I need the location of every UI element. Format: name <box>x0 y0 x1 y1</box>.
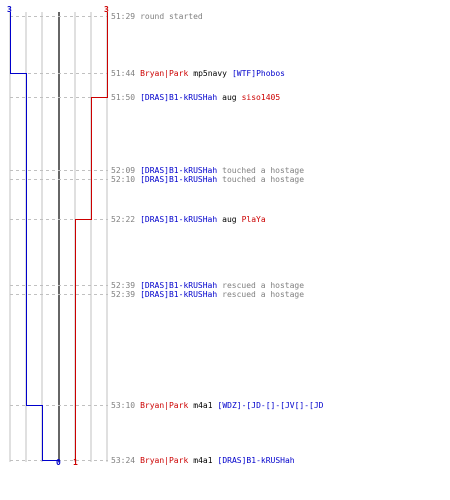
event-time: 53:24 <box>111 456 136 465</box>
event-actor: Bryan|Park <box>140 401 189 410</box>
t-start-count: 3 <box>104 5 109 14</box>
event-victim: [DRAS]B1-kRUSHah <box>217 456 295 465</box>
event-row: 53:10 Bryan|Park m4a1 [WDZ]-[JD-[]-[JV[]-[J… <box>111 400 324 411</box>
event-row: 51:50 [DRAS]B1-kRUSHah aug siso1405 <box>111 92 280 103</box>
event-row: 52:10 [DRAS]B1-kRUSHah touched a hostage <box>111 174 304 185</box>
event-actor: [DRAS]B1-kRUSHah <box>140 93 218 102</box>
event-row: 52:22 [DRAS]B1-kRUSHah aug PlaYa <box>111 214 266 225</box>
event-action: rescued a hostage <box>222 290 305 299</box>
event-victim: siso1405 <box>241 93 281 102</box>
event-victim: [WDZ]-[JD-[]-[JV[]-[JD <box>217 401 324 410</box>
event-time: 53:10 <box>111 401 136 410</box>
event-time: 52:10 <box>111 175 136 184</box>
event-row: 51:29 round started <box>111 11 203 22</box>
event-actor: [DRAS]B1-kRUSHah <box>140 215 218 224</box>
event-time: 51:50 <box>111 93 136 102</box>
ct-start-count: 3 <box>7 5 12 14</box>
event-actor: [DRAS]B1-kRUSHah <box>140 290 218 299</box>
event-actor: [DRAS]B1-kRUSHah <box>140 281 218 290</box>
event-action: aug <box>222 215 237 224</box>
event-row: 51:44 Bryan|Park mp5navy [WTF]Phobos <box>111 68 285 79</box>
event-action: rescued a hostage <box>222 281 305 290</box>
event-actor: Bryan|Park <box>140 69 189 78</box>
event-victim: [WTF]Phobos <box>231 69 285 78</box>
event-action: mp5navy <box>193 69 227 78</box>
event-action: m4a1 <box>193 456 213 465</box>
event-time: 52:39 <box>111 281 136 290</box>
event-actor: [DRAS]B1-kRUSHah <box>140 175 218 184</box>
event-action: m4a1 <box>193 401 213 410</box>
ct-end-count: 0 <box>56 458 61 467</box>
event-actor: Bryan|Park <box>140 456 189 465</box>
event-row: 52:39 [DRAS]B1-kRUSHah rescued a hostage <box>111 280 304 291</box>
event-time: 52:09 <box>111 166 136 175</box>
event-action: touched a hostage <box>222 175 305 184</box>
event-row: 52:09 [DRAS]B1-kRUSHah touched a hostage <box>111 165 304 176</box>
event-time: 52:22 <box>111 215 136 224</box>
event-time: 52:39 <box>111 290 136 299</box>
event-victim: PlaYa <box>241 215 266 224</box>
t-alive-count-line <box>75 12 108 462</box>
event-actor: [DRAS]B1-kRUSHah <box>140 166 218 175</box>
event-time: 51:44 <box>111 69 136 78</box>
t-end-count: 1 <box>73 458 78 467</box>
event-row: 52:39 [DRAS]B1-kRUSHah rescued a hostage <box>111 289 304 300</box>
event-action: touched a hostage <box>222 166 305 175</box>
ct-alive-count-line <box>10 12 59 461</box>
event-time: 51:29 <box>111 12 136 21</box>
event-action: round started <box>140 12 203 21</box>
event-row: 53:24 Bryan|Park m4a1 [DRAS]B1-kRUSHah <box>111 455 295 466</box>
event-action: aug <box>222 93 237 102</box>
